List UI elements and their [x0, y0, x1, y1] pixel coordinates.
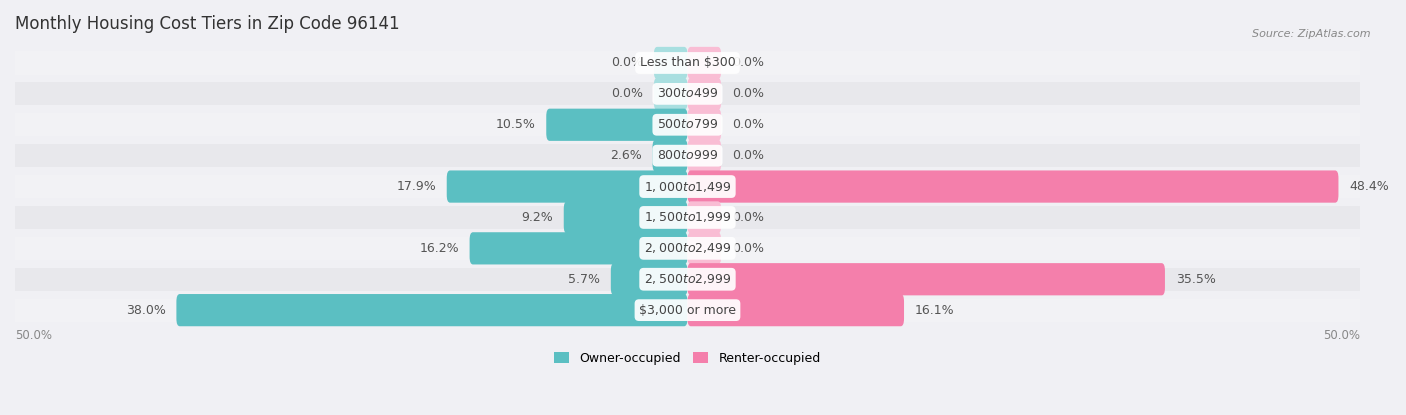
FancyBboxPatch shape [447, 171, 688, 203]
FancyBboxPatch shape [564, 201, 688, 234]
Text: $1,500 to $1,999: $1,500 to $1,999 [644, 210, 731, 225]
Bar [15, 206, 1360, 229]
Text: 35.5%: 35.5% [1175, 273, 1216, 286]
Text: Source: ZipAtlas.com: Source: ZipAtlas.com [1253, 29, 1371, 39]
Text: 0.0%: 0.0% [612, 56, 643, 69]
Text: 0.0%: 0.0% [733, 211, 763, 224]
Text: 38.0%: 38.0% [125, 304, 166, 317]
FancyBboxPatch shape [610, 263, 688, 295]
Text: Less than $300: Less than $300 [640, 56, 735, 69]
Bar [15, 175, 1360, 198]
Text: 5.7%: 5.7% [568, 273, 600, 286]
Text: 9.2%: 9.2% [522, 211, 553, 224]
FancyBboxPatch shape [688, 78, 721, 110]
Bar [15, 113, 1360, 137]
Text: 17.9%: 17.9% [396, 180, 436, 193]
FancyBboxPatch shape [688, 263, 1166, 295]
Text: 0.0%: 0.0% [733, 88, 763, 100]
Bar [15, 298, 1360, 322]
Text: $300 to $499: $300 to $499 [657, 88, 718, 100]
Bar [15, 237, 1360, 260]
Text: 0.0%: 0.0% [733, 118, 763, 131]
Text: Monthly Housing Cost Tiers in Zip Code 96141: Monthly Housing Cost Tiers in Zip Code 9… [15, 15, 399, 33]
FancyBboxPatch shape [176, 294, 688, 326]
Bar [15, 51, 1360, 75]
Text: 2.6%: 2.6% [610, 149, 641, 162]
FancyBboxPatch shape [654, 78, 688, 110]
Text: 0.0%: 0.0% [733, 56, 763, 69]
Text: $1,000 to $1,499: $1,000 to $1,499 [644, 180, 731, 193]
Text: $500 to $799: $500 to $799 [657, 118, 718, 131]
Bar [15, 268, 1360, 291]
FancyBboxPatch shape [547, 109, 688, 141]
Text: 16.2%: 16.2% [419, 242, 458, 255]
Text: $2,500 to $2,999: $2,500 to $2,999 [644, 272, 731, 286]
Text: $800 to $999: $800 to $999 [657, 149, 718, 162]
Bar [15, 144, 1360, 167]
FancyBboxPatch shape [688, 294, 904, 326]
FancyBboxPatch shape [470, 232, 688, 264]
Text: $3,000 or more: $3,000 or more [638, 304, 735, 317]
Text: 0.0%: 0.0% [612, 88, 643, 100]
Text: $2,000 to $2,499: $2,000 to $2,499 [644, 242, 731, 255]
FancyBboxPatch shape [688, 171, 1339, 203]
FancyBboxPatch shape [688, 47, 721, 79]
Legend: Owner-occupied, Renter-occupied: Owner-occupied, Renter-occupied [550, 347, 825, 370]
FancyBboxPatch shape [654, 47, 688, 79]
FancyBboxPatch shape [688, 232, 721, 264]
Text: 0.0%: 0.0% [733, 242, 763, 255]
FancyBboxPatch shape [688, 109, 721, 141]
Text: 48.4%: 48.4% [1350, 180, 1389, 193]
Text: 0.0%: 0.0% [733, 149, 763, 162]
FancyBboxPatch shape [688, 139, 721, 172]
FancyBboxPatch shape [688, 201, 721, 234]
Text: 50.0%: 50.0% [1323, 329, 1360, 342]
Text: 50.0%: 50.0% [15, 329, 52, 342]
Bar [15, 82, 1360, 105]
Text: 16.1%: 16.1% [915, 304, 955, 317]
Text: 10.5%: 10.5% [496, 118, 536, 131]
FancyBboxPatch shape [652, 139, 688, 172]
